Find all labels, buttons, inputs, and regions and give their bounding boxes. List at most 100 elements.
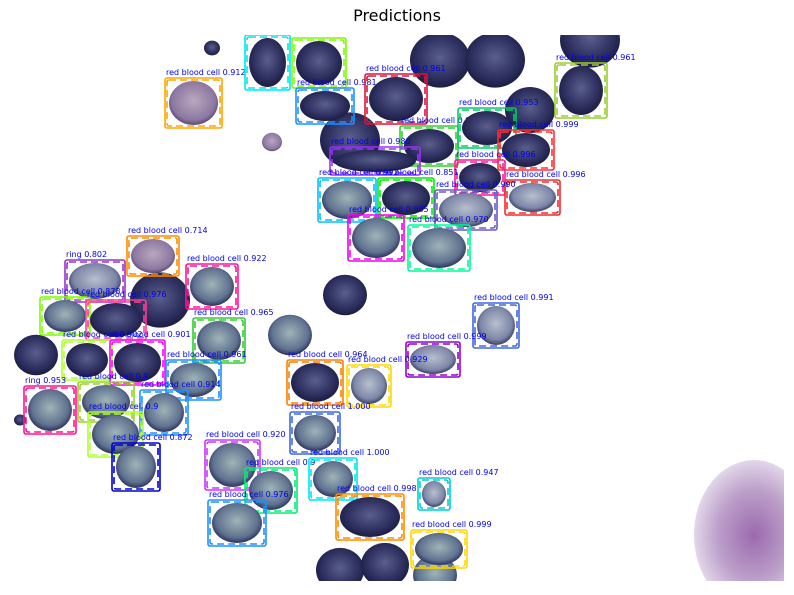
- cell: [361, 542, 409, 581]
- detection-label: red blood cell 0.990: [436, 180, 516, 189]
- cell: [28, 389, 72, 431]
- cell: [300, 91, 350, 121]
- detection-box: [111, 442, 161, 492]
- cell: [509, 183, 556, 212]
- detection-label: red blood cell 0.914: [141, 380, 221, 389]
- detection-box: [207, 499, 267, 547]
- cell: [322, 181, 372, 219]
- detection: red blood cell 0.947: [417, 468, 499, 511]
- detection-box-dashed: [293, 39, 345, 87]
- detection-label: red blood cell 0.981: [297, 78, 377, 87]
- detection: red blood cell 0.970: [407, 215, 489, 272]
- cell-layer: [14, 35, 784, 581]
- cell: [14, 334, 58, 376]
- detection-box: [295, 87, 355, 125]
- detection: red blood cell 0.961: [554, 53, 636, 119]
- detection-label: red blood cell 0.996: [456, 150, 536, 159]
- detection-label: red blood cell 0.961: [556, 53, 636, 62]
- detection-box: [554, 62, 608, 119]
- detection-label: red blood cell 0.999: [499, 120, 579, 129]
- detection-box: [457, 107, 517, 149]
- cell: [560, 35, 620, 68]
- detection: red blood cell 0.714: [126, 226, 208, 277]
- cell: [559, 66, 603, 115]
- detection-box-dashed: [407, 343, 459, 376]
- detection-label: red blood cell 0.961: [366, 64, 446, 73]
- cell: [268, 314, 312, 356]
- detection-label: red blood cell 0.991: [293, 35, 373, 37]
- detection-box: [346, 364, 392, 408]
- cell: [404, 129, 454, 163]
- cell: [334, 150, 416, 172]
- detection-box-dashed: [379, 179, 433, 217]
- detection-box: [308, 457, 358, 501]
- detection-label: red blood cell 0.976: [87, 290, 167, 299]
- cell: [369, 77, 423, 121]
- cell: [130, 272, 190, 328]
- cell: [459, 163, 501, 192]
- figure-title: Predictions: [353, 6, 441, 25]
- cell: [14, 414, 26, 426]
- detection-box-dashed: [41, 298, 89, 334]
- cell: [90, 303, 142, 337]
- detection-box: [504, 179, 561, 216]
- detection-box-dashed: [246, 469, 296, 512]
- cell: [415, 533, 463, 565]
- detection-box: [347, 214, 405, 262]
- detection-label: red blood cell 0.996: [506, 170, 586, 179]
- detection-box: [434, 189, 498, 231]
- detection: red blood cell 0.991: [472, 293, 554, 349]
- detection-label: red blood cell 0.975: [401, 116, 481, 125]
- detection-box: [87, 411, 144, 458]
- cell: [131, 239, 175, 273]
- detection-label: red blood cell 0.9: [79, 372, 148, 381]
- detection-box-dashed: [349, 216, 403, 260]
- detection-label: red blood cell 0.9: [89, 402, 158, 411]
- cell: [69, 263, 121, 299]
- cell: [410, 345, 456, 374]
- detection: red blood cell 0.872: [111, 433, 193, 492]
- detection-box: [410, 529, 468, 569]
- cell: [114, 343, 161, 382]
- detection-box-dashed: [25, 387, 75, 433]
- detection-label: red blood cell 0.991: [474, 293, 554, 302]
- detection-box-dashed: [291, 413, 339, 453]
- detection-box: [39, 296, 91, 336]
- detection-label: red blood cell 0.947: [419, 468, 499, 477]
- detection: red blood cell 0.961: [165, 350, 247, 401]
- detection-box-dashed: [209, 501, 265, 545]
- detection-label: ring 0.802: [66, 250, 107, 259]
- stain-blob: [694, 460, 784, 581]
- cell: [465, 35, 525, 88]
- detection-box-dashed: [499, 131, 553, 169]
- cell: [382, 181, 430, 215]
- detection: red blood cell 0.990: [434, 180, 516, 231]
- detection-label: red blood cell 0.953: [459, 98, 539, 107]
- detection-label: red blood cell 0.999: [407, 332, 487, 341]
- detection-box: [454, 159, 506, 196]
- cell: [294, 415, 336, 451]
- detection-box-dashed: [419, 479, 449, 509]
- detection-box-dashed: [89, 413, 142, 456]
- detection-box: [109, 339, 166, 386]
- detection: red blood cell 0.999: [410, 520, 492, 569]
- detection: red blood cell 0.990: [244, 35, 291, 91]
- detection: red blood cell 0.961: [364, 64, 446, 125]
- cell: [82, 385, 130, 419]
- cell: [439, 193, 493, 227]
- detection: red blood cell 0.980: [329, 137, 421, 176]
- detection: red blood cell 0.878: [39, 287, 121, 336]
- detection: red blood cell 0.991: [291, 35, 373, 89]
- detection: red blood cell 0.981: [295, 78, 377, 125]
- detection-box-dashed: [66, 261, 124, 301]
- cell: [291, 363, 339, 402]
- cell: [477, 306, 515, 345]
- detection: red blood cell 0.912: [164, 68, 246, 129]
- detection: red blood cell 0.999: [497, 120, 579, 171]
- detection-box-dashed: [288, 361, 342, 404]
- detection-label: red blood cell 0.714: [128, 226, 208, 235]
- detection-box-dashed: [456, 161, 504, 194]
- cell: [169, 81, 218, 125]
- cell: [190, 267, 234, 306]
- detection-box: [329, 146, 421, 176]
